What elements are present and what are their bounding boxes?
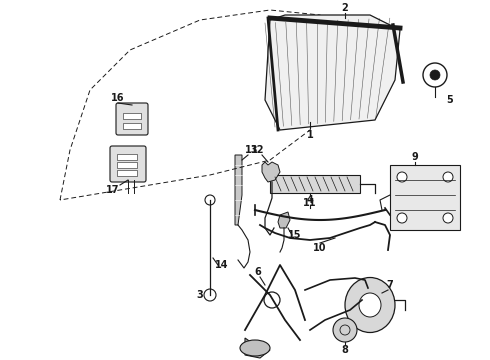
Text: 6: 6 xyxy=(255,267,261,277)
Bar xyxy=(123,113,141,119)
Ellipse shape xyxy=(359,293,381,317)
Polygon shape xyxy=(265,15,400,130)
Circle shape xyxy=(443,213,453,223)
FancyBboxPatch shape xyxy=(110,146,146,182)
Bar xyxy=(117,154,137,160)
FancyBboxPatch shape xyxy=(390,165,460,230)
Ellipse shape xyxy=(240,340,270,356)
Text: 1: 1 xyxy=(307,130,314,140)
Circle shape xyxy=(333,318,357,342)
Text: 8: 8 xyxy=(342,345,348,355)
Bar xyxy=(117,162,137,168)
Polygon shape xyxy=(235,155,242,225)
Circle shape xyxy=(443,172,453,182)
Ellipse shape xyxy=(345,278,395,333)
Bar xyxy=(117,170,137,176)
Polygon shape xyxy=(245,338,270,358)
Circle shape xyxy=(264,292,280,308)
Text: 9: 9 xyxy=(412,152,418,162)
Circle shape xyxy=(397,172,407,182)
Text: 13: 13 xyxy=(245,145,259,155)
Text: 10: 10 xyxy=(313,243,327,253)
Text: 17: 17 xyxy=(106,185,120,195)
Polygon shape xyxy=(262,162,280,182)
Text: 3: 3 xyxy=(196,290,203,300)
Text: 4: 4 xyxy=(307,195,314,205)
Text: 2: 2 xyxy=(342,3,348,13)
Text: 14: 14 xyxy=(215,260,229,270)
Text: 16: 16 xyxy=(111,93,125,103)
Text: 5: 5 xyxy=(446,95,453,105)
FancyBboxPatch shape xyxy=(116,103,148,135)
Circle shape xyxy=(430,70,440,80)
Bar xyxy=(123,123,141,129)
Text: 12: 12 xyxy=(251,145,265,155)
Text: 7: 7 xyxy=(387,280,393,290)
Polygon shape xyxy=(278,212,290,228)
Bar xyxy=(270,175,360,193)
Text: 15: 15 xyxy=(288,230,302,240)
Text: 11: 11 xyxy=(303,198,317,208)
Circle shape xyxy=(397,213,407,223)
